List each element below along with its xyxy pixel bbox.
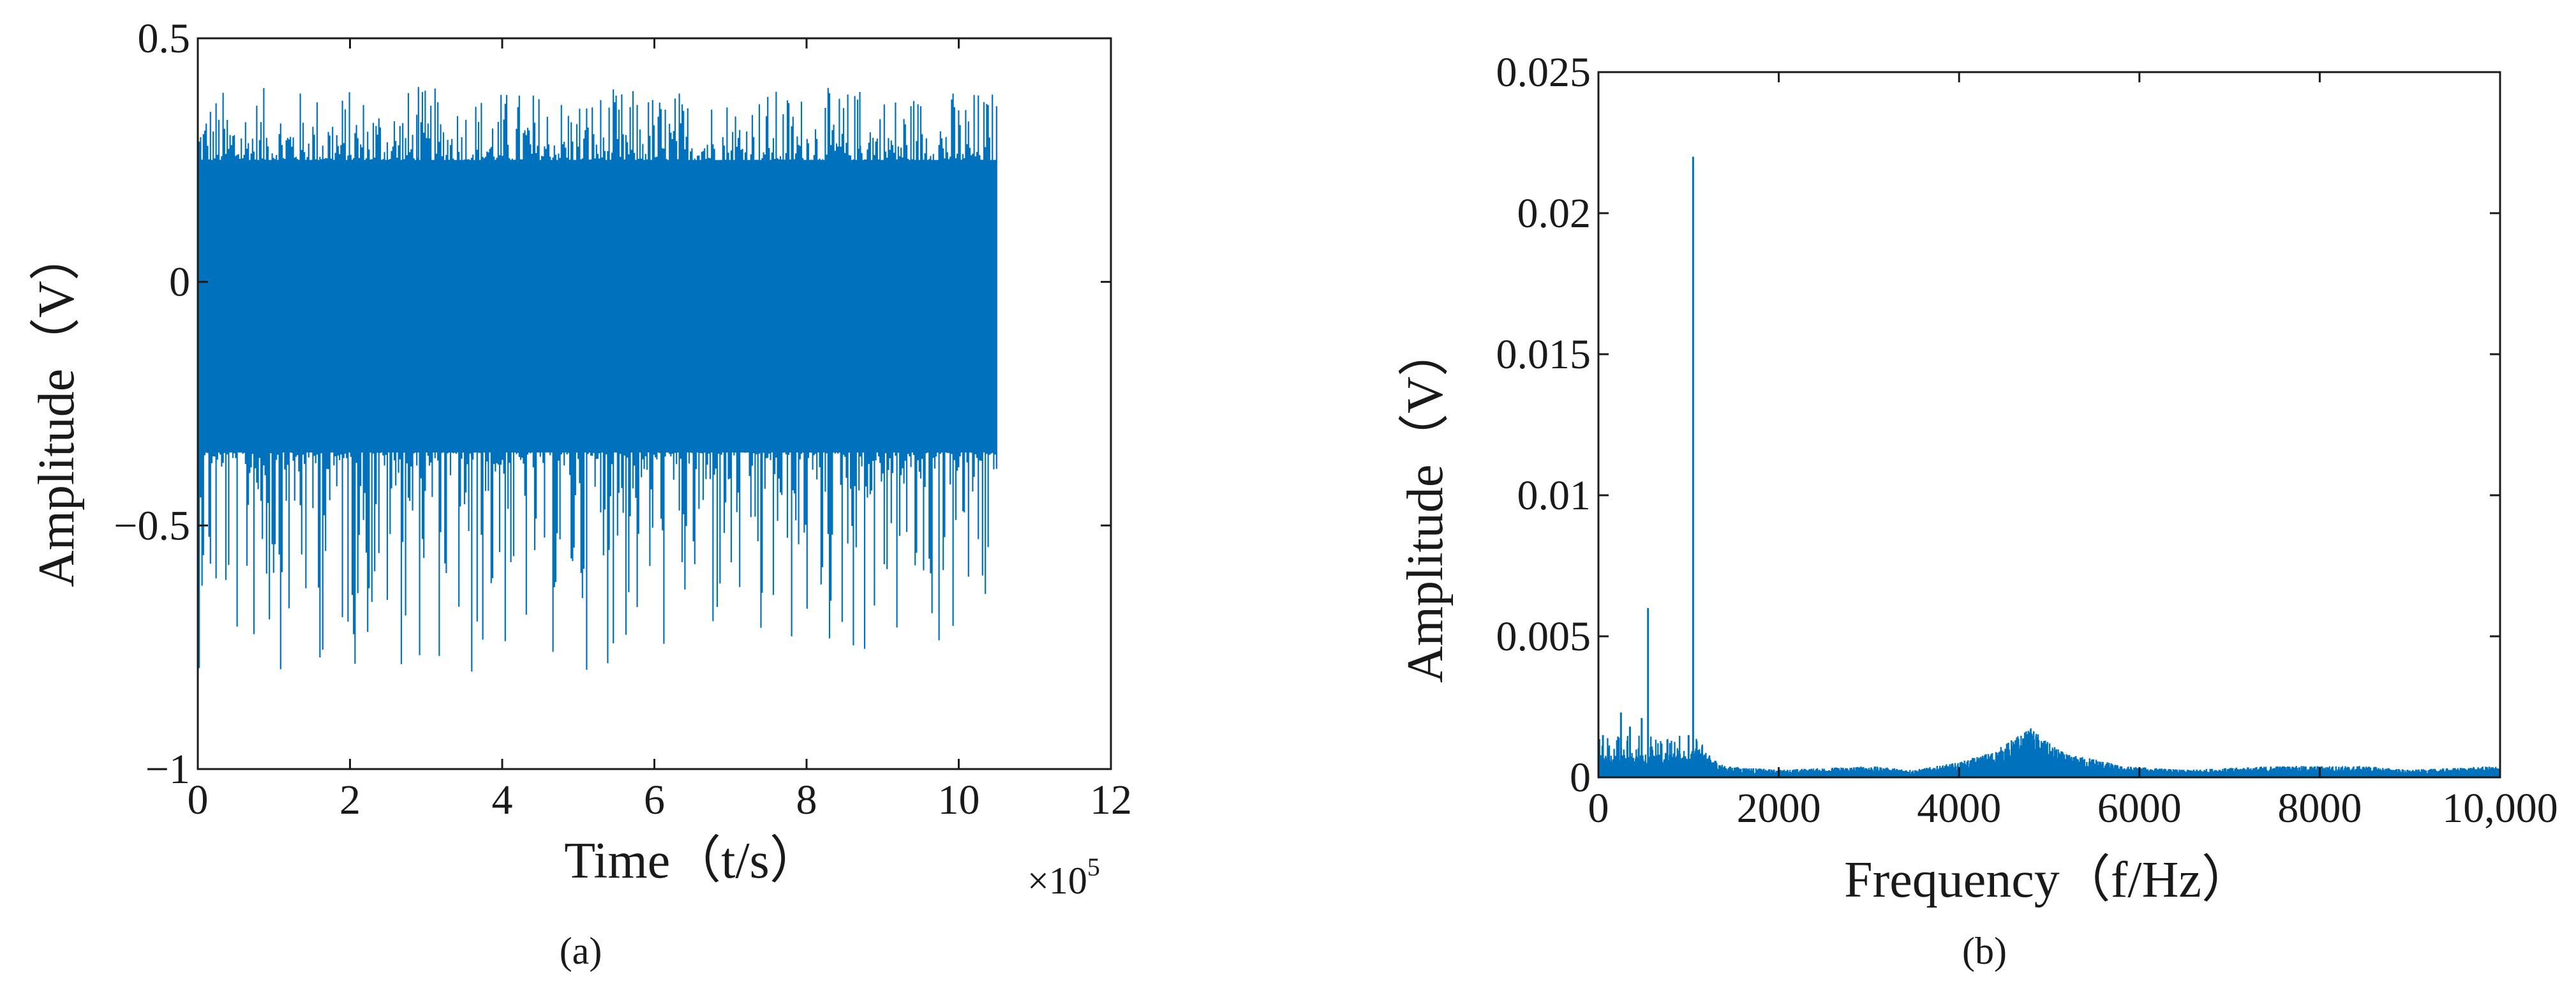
chart-b-frame — [1597, 71, 2501, 779]
chart-a-ylabel: Amplitude（V） — [29, 230, 85, 587]
chart-a-y-tick-label: −0.5 — [114, 502, 190, 549]
chart-b-y-tick-label: 0.01 — [1517, 472, 1591, 519]
chart-a-y-tick-label: 0 — [169, 259, 190, 306]
chart-b-x-tick-label: 8000 — [2277, 785, 2362, 832]
chart-b-x-tick-label: 2000 — [1737, 785, 1821, 832]
chart-a-x-tick-label: 10 — [938, 777, 980, 823]
chart-a-y-tick-label: 0.5 — [138, 15, 191, 62]
chart-a-signal-line — [197, 87, 997, 672]
chart-a-x-multiplier-exp: 5 — [1087, 853, 1100, 881]
chart-a-x-multiplier-base: ×10 — [1027, 860, 1087, 902]
chart-b-xlabel: Frequency（f/Hz） — [1844, 852, 2252, 908]
chart-a-x-multiplier: ×105 — [1027, 853, 1100, 902]
chart-b-series — [1597, 156, 2501, 777]
chart-b-spectrum-line — [1597, 728, 2501, 777]
chart-b-y-tick-label: 0 — [1570, 754, 1591, 801]
chart-b-x-tick-label: 6000 — [2097, 785, 2182, 832]
chart-a-x-tick-label: 4 — [492, 777, 513, 823]
chart-a-x-tick-label: 6 — [644, 777, 665, 823]
chart-b-x-tick-label: 4000 — [1917, 785, 2001, 832]
chart-b-x-tick-label: 10,000 — [2442, 785, 2558, 832]
chart-b-ticks: 0 2000 4000 6000 8000 10,000 0 0.005 0.01 0.015 0.… — [1496, 49, 2558, 832]
chart-b-y-tick-label: 0.025 — [1496, 49, 1591, 96]
chart-a-xlabel: Time（t/s） — [564, 833, 821, 889]
chart-a-x-tick-label: 2 — [339, 777, 361, 823]
chart-b-x-tick-label: 0 — [1588, 785, 1609, 832]
chart-b-y-tick-label: 0.02 — [1517, 190, 1591, 237]
chart-a-x-tick-label: 8 — [796, 777, 817, 823]
chart-a-ticks: 0 2 4 6 8 10 12 −1 −0.5 0 0.5 — [114, 15, 1132, 823]
panel-label-b: (b) — [1962, 930, 2007, 972]
chart-a: 0 2 4 6 8 10 12 −1 −0.5 0 0.5 Time（t/s） Amplitude（… — [29, 15, 1132, 972]
panel-label-a: (a) — [560, 930, 602, 972]
chart-b: 0 2000 4000 6000 8000 10,000 0 0.005 0.01 0.015 0.… — [1397, 49, 2558, 972]
chart-a-x-tick-label: 0 — [188, 777, 209, 823]
chart-a-y-tick-label: −1 — [145, 746, 190, 793]
chart-b-ylabel: Amplitude（V） — [1397, 325, 1454, 683]
chart-b-y-tick-label: 0.015 — [1496, 331, 1591, 378]
chart-a-series — [197, 87, 997, 672]
chart-a-x-tick-label: 12 — [1090, 777, 1132, 823]
chart-b-y-tick-label: 0.005 — [1496, 613, 1591, 660]
